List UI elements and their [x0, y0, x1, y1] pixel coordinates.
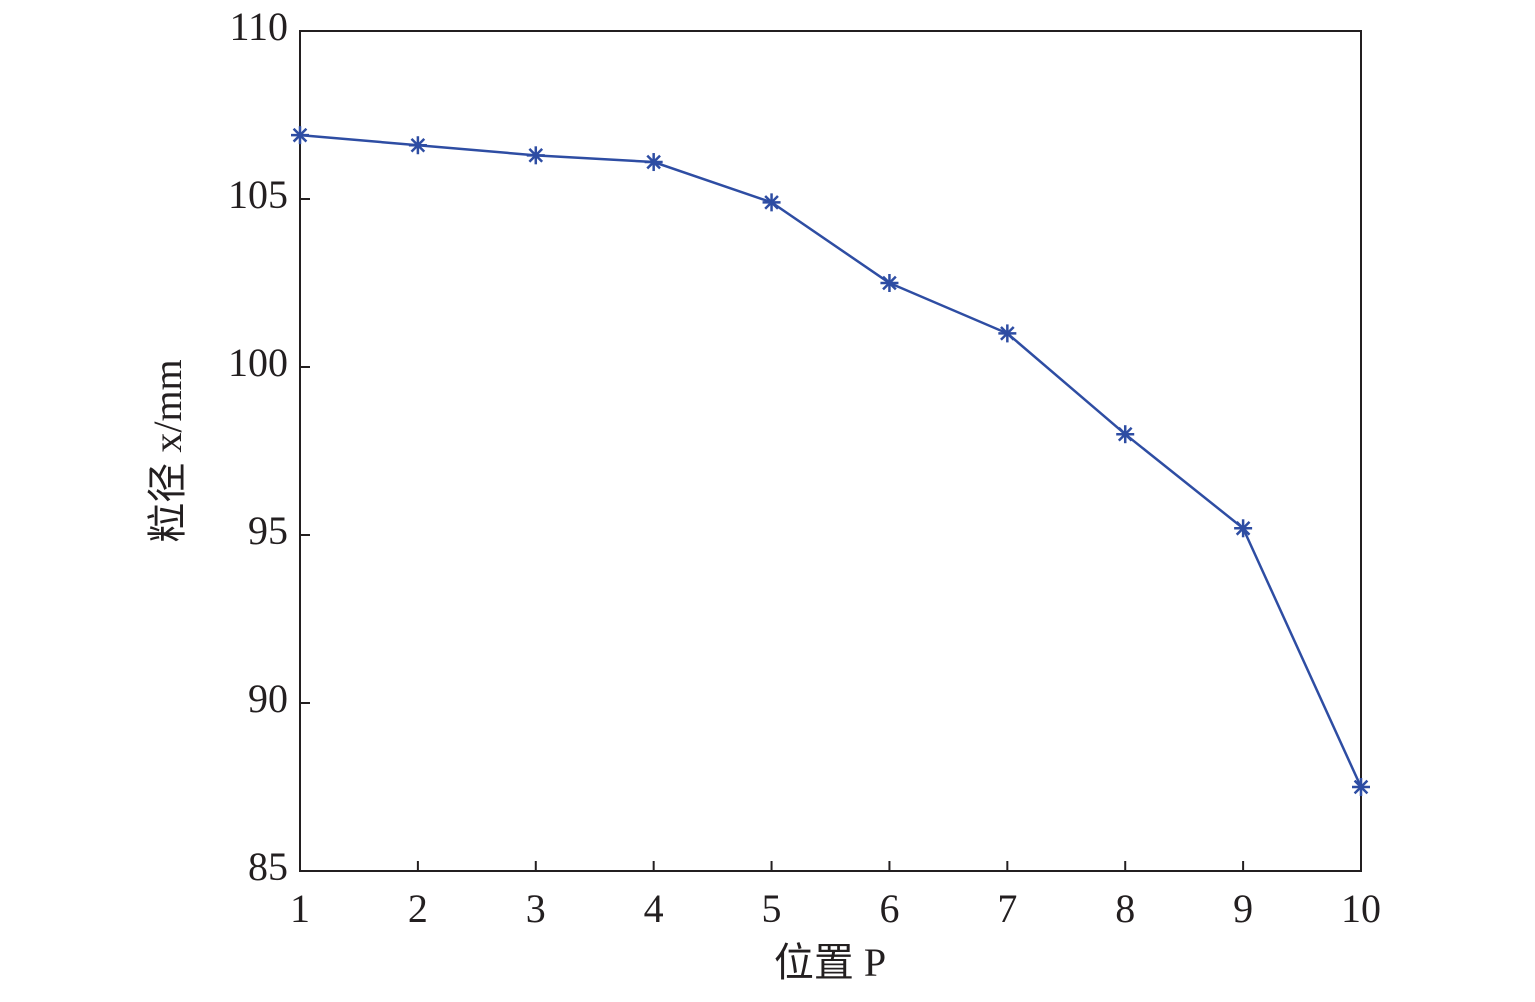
marker-stroke: [292, 127, 308, 143]
y-tick-label: 95: [248, 508, 288, 553]
data-point: [998, 324, 1017, 343]
marker-stroke: [1353, 779, 1369, 795]
data-point: [408, 136, 427, 155]
data-point: [1352, 778, 1370, 796]
y-tick-label: 85: [248, 844, 288, 889]
marker-stroke: [764, 195, 779, 210]
y-tick-label: 100: [228, 340, 288, 385]
marker-stroke: [528, 148, 544, 163]
marker-stroke: [1235, 520, 1251, 536]
y-tick-label: 90: [248, 676, 288, 721]
data-point: [1116, 425, 1135, 444]
marker-stroke: [1000, 326, 1015, 341]
data-point: [880, 274, 899, 292]
data-point: [526, 146, 545, 165]
x-tick-label: 7: [997, 886, 1017, 931]
x-tick-label: 1: [290, 886, 310, 931]
x-axis-label: 位置 P: [774, 940, 886, 985]
marker-stroke: [410, 137, 426, 153]
y-axis-label: 粒径 x/mm: [145, 359, 190, 542]
x-tick-label: 6: [879, 886, 899, 931]
x-tick-label: 4: [644, 886, 664, 931]
x-tick-label: 2: [408, 886, 428, 931]
x-tick-label: 3: [526, 886, 546, 931]
x-tick-label: 5: [762, 886, 782, 931]
x-tick-label: 9: [1233, 886, 1253, 931]
y-tick-label: 105: [228, 172, 288, 217]
data-line: [299, 133, 1363, 788]
x-tick-label: 10: [1341, 886, 1381, 931]
data-point: [291, 126, 309, 145]
marker-stroke: [882, 275, 897, 291]
marker-stroke: [1117, 426, 1133, 442]
data-point: [644, 153, 663, 172]
marker-stroke: [646, 154, 661, 170]
plot-frame: [299, 30, 1362, 872]
x-tick-label: 8: [1115, 886, 1135, 931]
data-point: [1234, 519, 1253, 538]
y-tick-label: 110: [229, 4, 288, 49]
data-point: [762, 193, 781, 212]
